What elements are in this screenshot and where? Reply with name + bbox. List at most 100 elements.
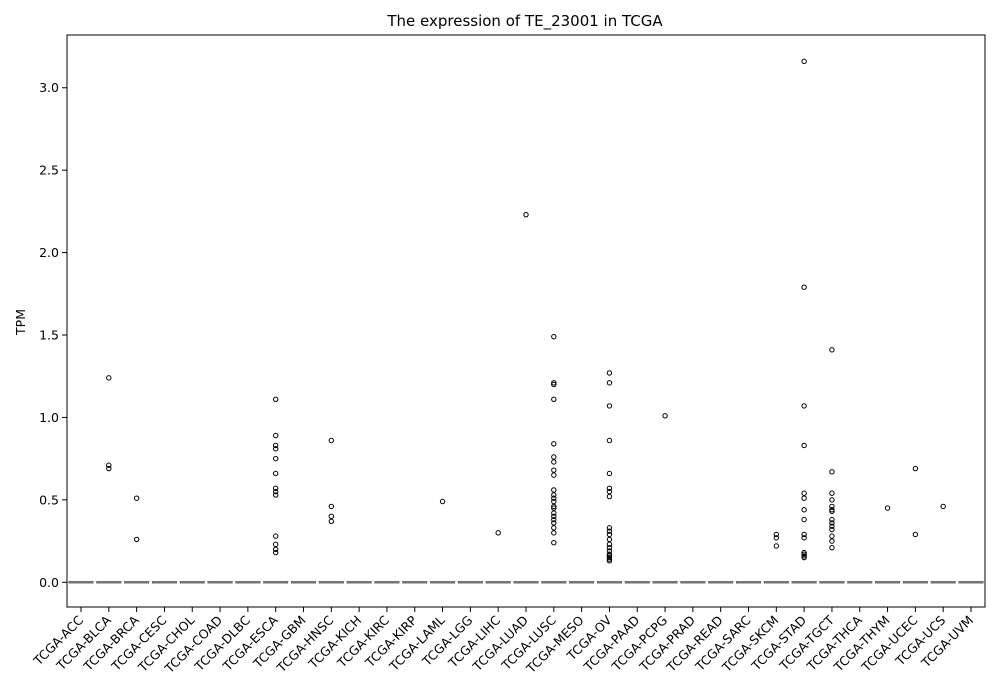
y-tick-label: 0.0 bbox=[39, 575, 59, 590]
y-tick-label: 1.0 bbox=[39, 410, 59, 425]
outlier-point bbox=[551, 492, 557, 498]
outlier-point bbox=[551, 530, 557, 536]
outlier-point bbox=[829, 490, 835, 496]
outlier-point bbox=[606, 437, 613, 444]
outlier-point bbox=[801, 554, 807, 561]
outlier-point bbox=[606, 541, 613, 548]
outlier-point bbox=[272, 549, 279, 556]
outlier-point bbox=[829, 347, 835, 353]
outlier-point bbox=[551, 516, 557, 523]
outlier-point bbox=[606, 548, 613, 554]
outlier-point bbox=[801, 535, 807, 541]
outlier-point bbox=[773, 543, 780, 549]
y-tick-label: 2.5 bbox=[39, 163, 59, 178]
outlier-point bbox=[272, 470, 279, 477]
y-tick-label: 0.5 bbox=[39, 492, 59, 507]
outlier-point bbox=[801, 551, 807, 557]
outlier-point bbox=[272, 396, 279, 402]
outlier-point bbox=[829, 503, 835, 510]
plot-frame bbox=[66, 34, 986, 608]
outlier-point bbox=[606, 488, 613, 495]
outlier-point bbox=[773, 535, 780, 541]
outlier-point bbox=[606, 554, 613, 561]
outlier-point bbox=[606, 485, 613, 492]
outlier-point bbox=[272, 432, 279, 439]
y-axis-label: TPM bbox=[13, 309, 28, 336]
outlier-point bbox=[801, 516, 807, 523]
outlier-point bbox=[829, 523, 835, 529]
outlier-point bbox=[551, 472, 557, 478]
outlier-point bbox=[829, 469, 835, 475]
outlier-point bbox=[272, 533, 279, 539]
outlier-point bbox=[773, 531, 780, 538]
outlier-point bbox=[801, 495, 807, 501]
outlier-point bbox=[551, 510, 557, 516]
outlier-point bbox=[912, 531, 919, 538]
outlier-point bbox=[829, 520, 835, 526]
outlier-point bbox=[606, 553, 613, 559]
outlier-point bbox=[551, 513, 557, 520]
outlier-point bbox=[829, 544, 835, 551]
outlier-point bbox=[606, 531, 613, 538]
outlier-point bbox=[829, 516, 835, 523]
outlier-point bbox=[829, 497, 835, 503]
outlier-point bbox=[551, 467, 557, 473]
outlier-point bbox=[606, 403, 613, 409]
outlier-point bbox=[801, 284, 807, 290]
outlier-point bbox=[551, 503, 557, 510]
outlier-point bbox=[801, 442, 807, 449]
outlier-point bbox=[801, 549, 807, 556]
outlier-point bbox=[272, 446, 279, 452]
outlier-point bbox=[272, 488, 279, 495]
outlier-point bbox=[551, 454, 557, 460]
outlier-point bbox=[551, 495, 557, 501]
outlier-point bbox=[328, 518, 335, 524]
chart-title: The expression of TE_23001 in TCGA bbox=[386, 12, 663, 31]
outlier-point bbox=[272, 442, 279, 449]
outlier-point bbox=[439, 498, 446, 505]
outlier-point bbox=[495, 530, 501, 536]
outlier-point bbox=[606, 493, 613, 500]
outlier-point bbox=[829, 508, 835, 515]
outlier-point bbox=[523, 211, 529, 218]
outlier-point bbox=[551, 525, 557, 531]
outlier-point bbox=[606, 528, 613, 534]
outlier-point bbox=[606, 558, 613, 564]
outlier-point bbox=[328, 503, 335, 510]
outlier-point bbox=[106, 375, 112, 381]
outlier-point bbox=[328, 437, 335, 444]
y-tick-label: 3.0 bbox=[39, 80, 59, 95]
outlier-point bbox=[551, 540, 557, 546]
outlier-point bbox=[884, 505, 891, 511]
outlier-point bbox=[940, 503, 946, 510]
outlier-point bbox=[272, 485, 279, 492]
outlier-point bbox=[606, 380, 613, 386]
outlier-point bbox=[606, 370, 613, 376]
outlier-point bbox=[606, 551, 613, 557]
outlier-point bbox=[801, 403, 807, 409]
outlier-point bbox=[829, 533, 835, 539]
outlier-point bbox=[272, 541, 279, 548]
outlier-point bbox=[551, 396, 557, 402]
outlier-point bbox=[801, 507, 807, 513]
outlier-point bbox=[551, 505, 557, 511]
outlier-point bbox=[801, 531, 807, 538]
outlier-point bbox=[272, 546, 279, 553]
outlier-point bbox=[551, 459, 557, 465]
y-tick-label: 1.5 bbox=[39, 328, 59, 343]
plot-area: 0.00.51.01.52.02.53.0TCGA-ACCTCGA-BLCATC… bbox=[30, 58, 984, 677]
outlier-point bbox=[606, 525, 613, 531]
outlier-point bbox=[606, 536, 613, 543]
outlier-point bbox=[801, 553, 807, 559]
outlier-point bbox=[829, 507, 835, 513]
outlier-point bbox=[606, 556, 613, 562]
outlier-point bbox=[551, 441, 557, 447]
outlier-point bbox=[551, 333, 557, 340]
outlier-point bbox=[606, 470, 613, 477]
outlier-point bbox=[106, 462, 112, 468]
outlier-point bbox=[801, 58, 807, 65]
outlier-point bbox=[801, 490, 807, 496]
outlier-point bbox=[606, 544, 613, 551]
outlier-point bbox=[829, 526, 835, 533]
